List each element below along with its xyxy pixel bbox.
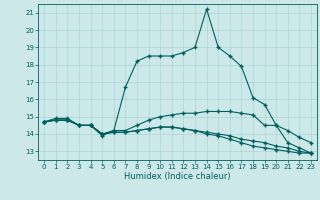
X-axis label: Humidex (Indice chaleur): Humidex (Indice chaleur) <box>124 172 231 181</box>
